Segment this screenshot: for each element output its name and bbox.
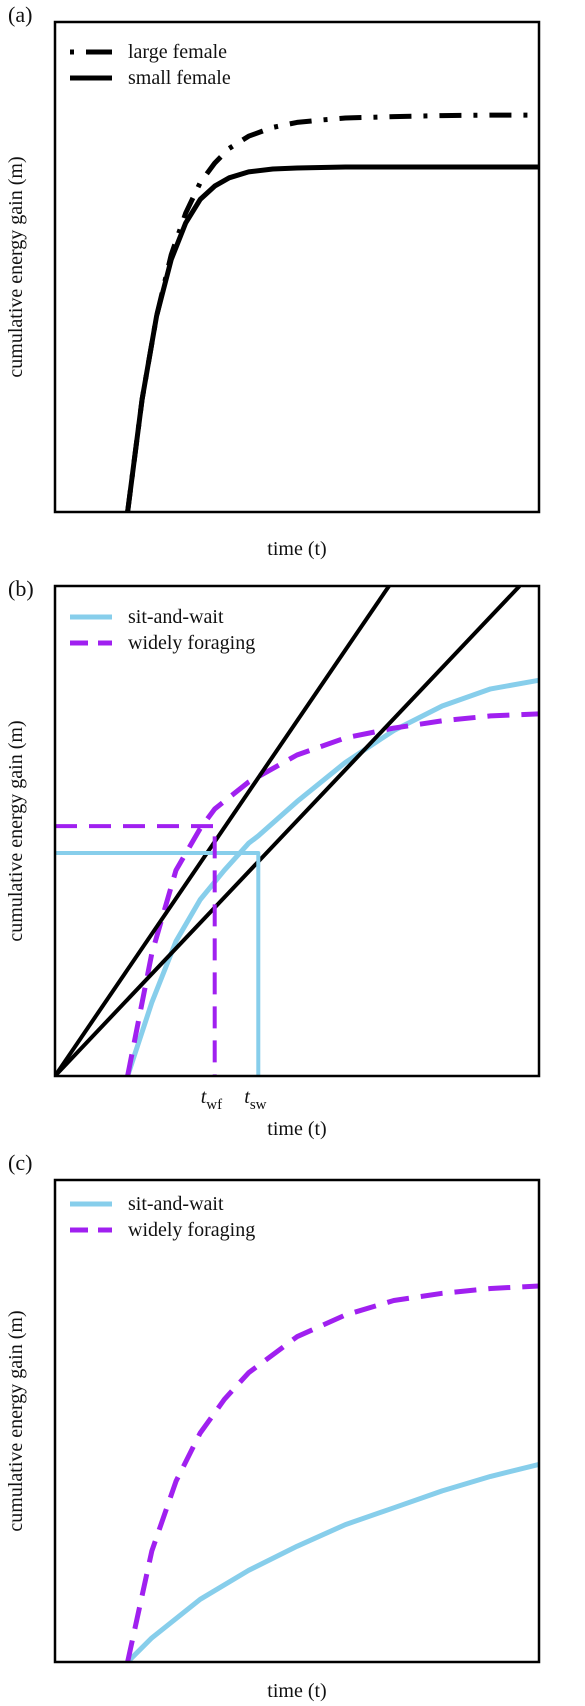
panel-label: (a)	[8, 2, 32, 27]
series-line-small-female	[125, 164, 539, 512]
guide-line-2	[55, 586, 391, 1076]
legend-label: small female	[128, 67, 231, 89]
legend-label: widely foraging	[128, 632, 255, 654]
legend-label: sit-and-wait	[128, 606, 224, 628]
x-tick-label-sw: tsw	[244, 1086, 266, 1113]
legend-label: large female	[128, 41, 227, 63]
plot-frame	[53, 20, 541, 514]
legend-label: sit-and-wait	[128, 1193, 224, 1215]
chart-panel-1: (a) large female small female time (t) cumul…	[5, 2, 541, 560]
legend-label: widely foraging	[128, 1219, 255, 1241]
x-axis-label: time (t)	[267, 1680, 326, 1702]
series-line-widely-foraging	[125, 711, 539, 1076]
y-axis-label: cumulative energy gain (m)	[5, 1310, 27, 1531]
y-axis-label: cumulative energy gain (m)	[5, 156, 27, 377]
series-group	[125, 1283, 539, 1662]
plot-frame	[53, 584, 541, 1078]
series-line-widely-foraging	[125, 1283, 539, 1662]
y-axis-label: cumulative energy gain (m)	[5, 720, 27, 941]
x-tick-label-wf: twf	[201, 1086, 222, 1113]
guide-line-5	[55, 824, 217, 1076]
panel-label: (c)	[8, 1150, 32, 1175]
series-line-large-female	[125, 112, 539, 512]
chart-panel-3: (c) sit-and-wait widely foraging time (t) cu…	[5, 1150, 541, 1702]
series-line-sit-and-wait	[125, 677, 539, 1076]
guide-line-3	[55, 586, 522, 1076]
series-group	[125, 112, 539, 512]
guide-line-4	[55, 851, 261, 1076]
panel-label: (b)	[8, 576, 34, 601]
x-axis-label: time (t)	[267, 538, 326, 560]
plot-frame	[53, 1178, 541, 1664]
series-group	[55, 586, 539, 1076]
x-axis-label: time (t)	[267, 1118, 326, 1140]
chart-panel-2: (b) sit-and-wait widely foraging time (t) cu…	[5, 576, 541, 1140]
series-line-sit-and-wait	[125, 1461, 539, 1662]
